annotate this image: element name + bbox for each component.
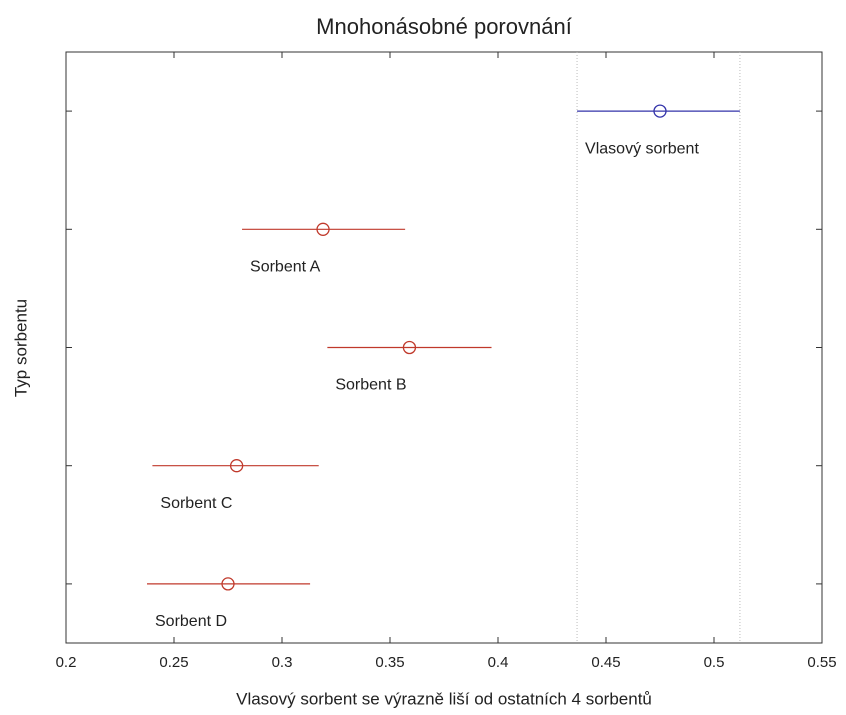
x-tick-label: 0.4 bbox=[488, 654, 509, 671]
group-label: Sorbent A bbox=[250, 259, 321, 276]
x-tick-label: 0.3 bbox=[272, 654, 293, 671]
x-axis-label: Vlasový sorbent se výrazně liší od ostat… bbox=[236, 689, 652, 708]
x-tick-label: 0.25 bbox=[159, 654, 188, 671]
chart-title: Mnohonásobné porovnání bbox=[316, 14, 572, 39]
x-tick-label: 0.35 bbox=[375, 654, 404, 671]
estimate bbox=[316, 222, 330, 236]
x-tick-label: 0.45 bbox=[591, 654, 620, 671]
group-label: Sorbent C bbox=[160, 495, 232, 512]
x-tick-label: 0.55 bbox=[807, 654, 836, 671]
group-label: Sorbent D bbox=[155, 613, 227, 630]
x-tick-label: 0.5 bbox=[704, 654, 725, 671]
y-axis-label: Typ sorbentu bbox=[11, 299, 30, 397]
estimate bbox=[653, 104, 667, 118]
group-label: Sorbent B bbox=[335, 377, 406, 394]
x-tick-label: 0.2 bbox=[56, 654, 77, 671]
estimate bbox=[221, 577, 235, 591]
group-label: Vlasový sorbent bbox=[585, 140, 699, 157]
estimate bbox=[229, 459, 244, 473]
estimate bbox=[402, 340, 417, 355]
